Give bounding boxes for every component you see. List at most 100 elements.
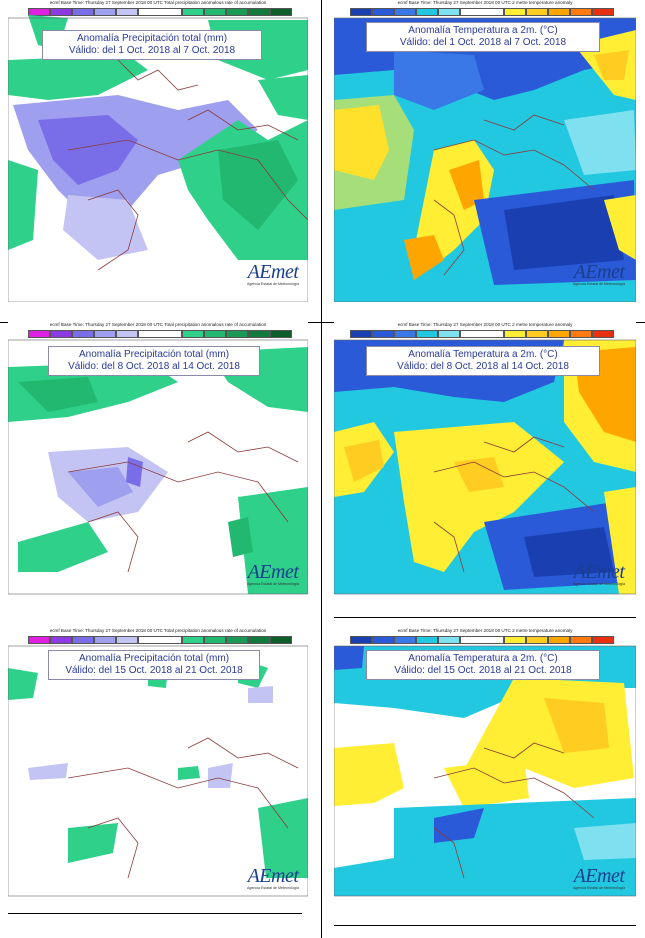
legend-swatch — [248, 636, 270, 644]
title-text: Anomalía Precipitación total (mm) — [78, 349, 230, 360]
legend-swatch — [50, 330, 72, 338]
panel-title: Anomalía Precipitación total (mm) Válido… — [48, 346, 260, 376]
panel-title: Anomalía Precipitación total (mm) Válido… — [48, 650, 260, 680]
title-text: Anomalía Precipitación total (mm) — [78, 653, 230, 664]
legend-swatch — [350, 330, 372, 338]
logo-brand: AEmet — [573, 561, 625, 583]
legend-swatch — [372, 330, 394, 338]
panel-header: ecmf Base Time: Thursday 27 September 20… — [49, 322, 267, 327]
legend-swatch — [204, 330, 226, 338]
bottom-rule-right — [334, 925, 636, 926]
panel-precip-week1: ecmf Base Time: Thursday 27 September 20… — [8, 0, 308, 302]
legend-swatch — [248, 8, 270, 16]
legend-swatch — [50, 8, 72, 16]
rule-right-middle — [334, 617, 636, 618]
legend-swatch — [504, 8, 526, 16]
precip-legend — [28, 330, 292, 338]
logo-subtitle: Agencia Estatal de Meteorología — [247, 886, 299, 890]
title-text: Anomalía Precipitación total (mm) — [76, 33, 228, 44]
logo-brand: AEmet — [573, 261, 625, 283]
legend-swatch — [592, 330, 614, 338]
rule-row1 — [0, 322, 645, 323]
temp-legend — [350, 636, 614, 644]
panel-temp-week1: ecmf Base Time: Thursday 27 September 20… — [334, 0, 636, 302]
logo-brand: AEmet — [247, 561, 299, 583]
panel-temp-week2: ecmf Base Time: Thursday 27 September 20… — [334, 322, 636, 596]
logo-brand: AEmet — [247, 261, 299, 283]
temp-legend — [350, 8, 614, 16]
title-text: Anomalía Temperatura a 2m. (°C) — [408, 349, 558, 360]
legend-swatch — [548, 636, 570, 644]
validity-text: Válido: del 1 Oct. 2018 al 7 Oct. 2018 — [68, 45, 236, 56]
panel-header: ecmf Base Time: Thursday 27 September 20… — [49, 0, 267, 5]
title-text: Anomalía Temperatura a 2m. (°C) — [408, 25, 558, 36]
panel-title: Anomalía Temperatura a 2m. (°C) Válido: … — [366, 22, 600, 52]
page-divider-vertical — [321, 0, 322, 938]
legend-swatch — [270, 330, 292, 338]
logo-brand: AEmet — [573, 865, 625, 887]
panel-header: ecmf Base Time: Thursday 27 September 20… — [397, 322, 573, 327]
legend-swatch — [182, 8, 204, 16]
precip-legend — [28, 636, 292, 644]
legend-swatch — [438, 8, 460, 16]
temp-map — [334, 339, 636, 595]
precip-legend — [28, 8, 292, 16]
legend-swatch — [526, 330, 548, 338]
logo-brand: AEmet — [247, 865, 299, 887]
legend-swatch — [94, 636, 116, 644]
aemet-logo: AEmet Agencia Estatal de Meteorología — [238, 262, 308, 287]
legend-swatch — [504, 330, 526, 338]
panel-title: Anomalía Precipitación total (mm) Válido… — [42, 30, 262, 60]
legend-swatch — [270, 8, 292, 16]
logo-subtitle: Agencia Estatal de Meteorología — [573, 282, 625, 286]
aemet-logo: AEmet Agencia Estatal de Meteorología — [238, 562, 308, 587]
legend-swatch — [270, 636, 292, 644]
title-text: Anomalía Temperatura a 2m. (°C) — [408, 653, 558, 664]
legend-swatch — [28, 8, 50, 16]
legend-swatch — [570, 8, 592, 16]
legend-swatch — [138, 330, 182, 338]
legend-swatch — [226, 636, 248, 644]
legend-swatch — [72, 330, 94, 338]
aemet-logo: AEmet Agencia Estatal de Meteorología — [564, 562, 634, 587]
legend-swatch — [204, 636, 226, 644]
legend-swatch — [28, 636, 50, 644]
validity-text: Válido: del 8 Oct. 2018 al 14 Oct. 2018 — [397, 361, 569, 372]
legend-swatch — [526, 636, 548, 644]
temp-legend — [350, 330, 614, 338]
aemet-logo: AEmet Agencia Estatal de Meteorología — [564, 866, 634, 891]
legend-swatch — [394, 8, 416, 16]
aemet-logo: AEmet Agencia Estatal de Meteorología — [564, 262, 634, 287]
legend-swatch — [28, 330, 50, 338]
legend-swatch — [416, 8, 438, 16]
logo-subtitle: Agencia Estatal de Meteorología — [573, 886, 625, 890]
legend-swatch — [116, 8, 138, 16]
panel-precip-week3: ecmf Base Time: Thursday 27 September 20… — [8, 628, 308, 898]
logo-subtitle: Agencia Estatal de Meteorología — [573, 582, 625, 586]
legend-swatch — [116, 636, 138, 644]
panel-title: Anomalía Temperatura a 2m. (°C) Válido: … — [366, 346, 600, 376]
legend-swatch — [460, 636, 504, 644]
precip-map — [8, 339, 308, 595]
validity-text: Válido: del 15 Oct. 2018 al 21 Oct. 2018 — [65, 665, 243, 676]
legend-swatch — [350, 8, 372, 16]
legend-swatch — [72, 8, 94, 16]
legend-swatch — [204, 8, 226, 16]
legend-swatch — [592, 8, 614, 16]
panel-precip-week2: ecmf Base Time: Thursday 27 September 20… — [8, 322, 308, 596]
legend-swatch — [570, 330, 592, 338]
legend-swatch — [416, 636, 438, 644]
legend-swatch — [138, 8, 182, 16]
legend-swatch — [460, 8, 504, 16]
validity-text: Válido: del 1 Oct. 2018 al 7 Oct. 2018 — [399, 37, 567, 48]
panel-title: Anomalía Temperatura a 2m. (°C) Válido: … — [366, 650, 600, 680]
legend-swatch — [526, 8, 548, 16]
precip-map — [8, 15, 308, 302]
legend-swatch — [438, 636, 460, 644]
legend-swatch — [350, 636, 372, 644]
panel-temp-week3: ecmf Base Time: Thursday 27 September 20… — [334, 628, 636, 898]
legend-swatch — [248, 330, 270, 338]
legend-swatch — [94, 330, 116, 338]
legend-swatch — [460, 330, 504, 338]
legend-swatch — [592, 636, 614, 644]
